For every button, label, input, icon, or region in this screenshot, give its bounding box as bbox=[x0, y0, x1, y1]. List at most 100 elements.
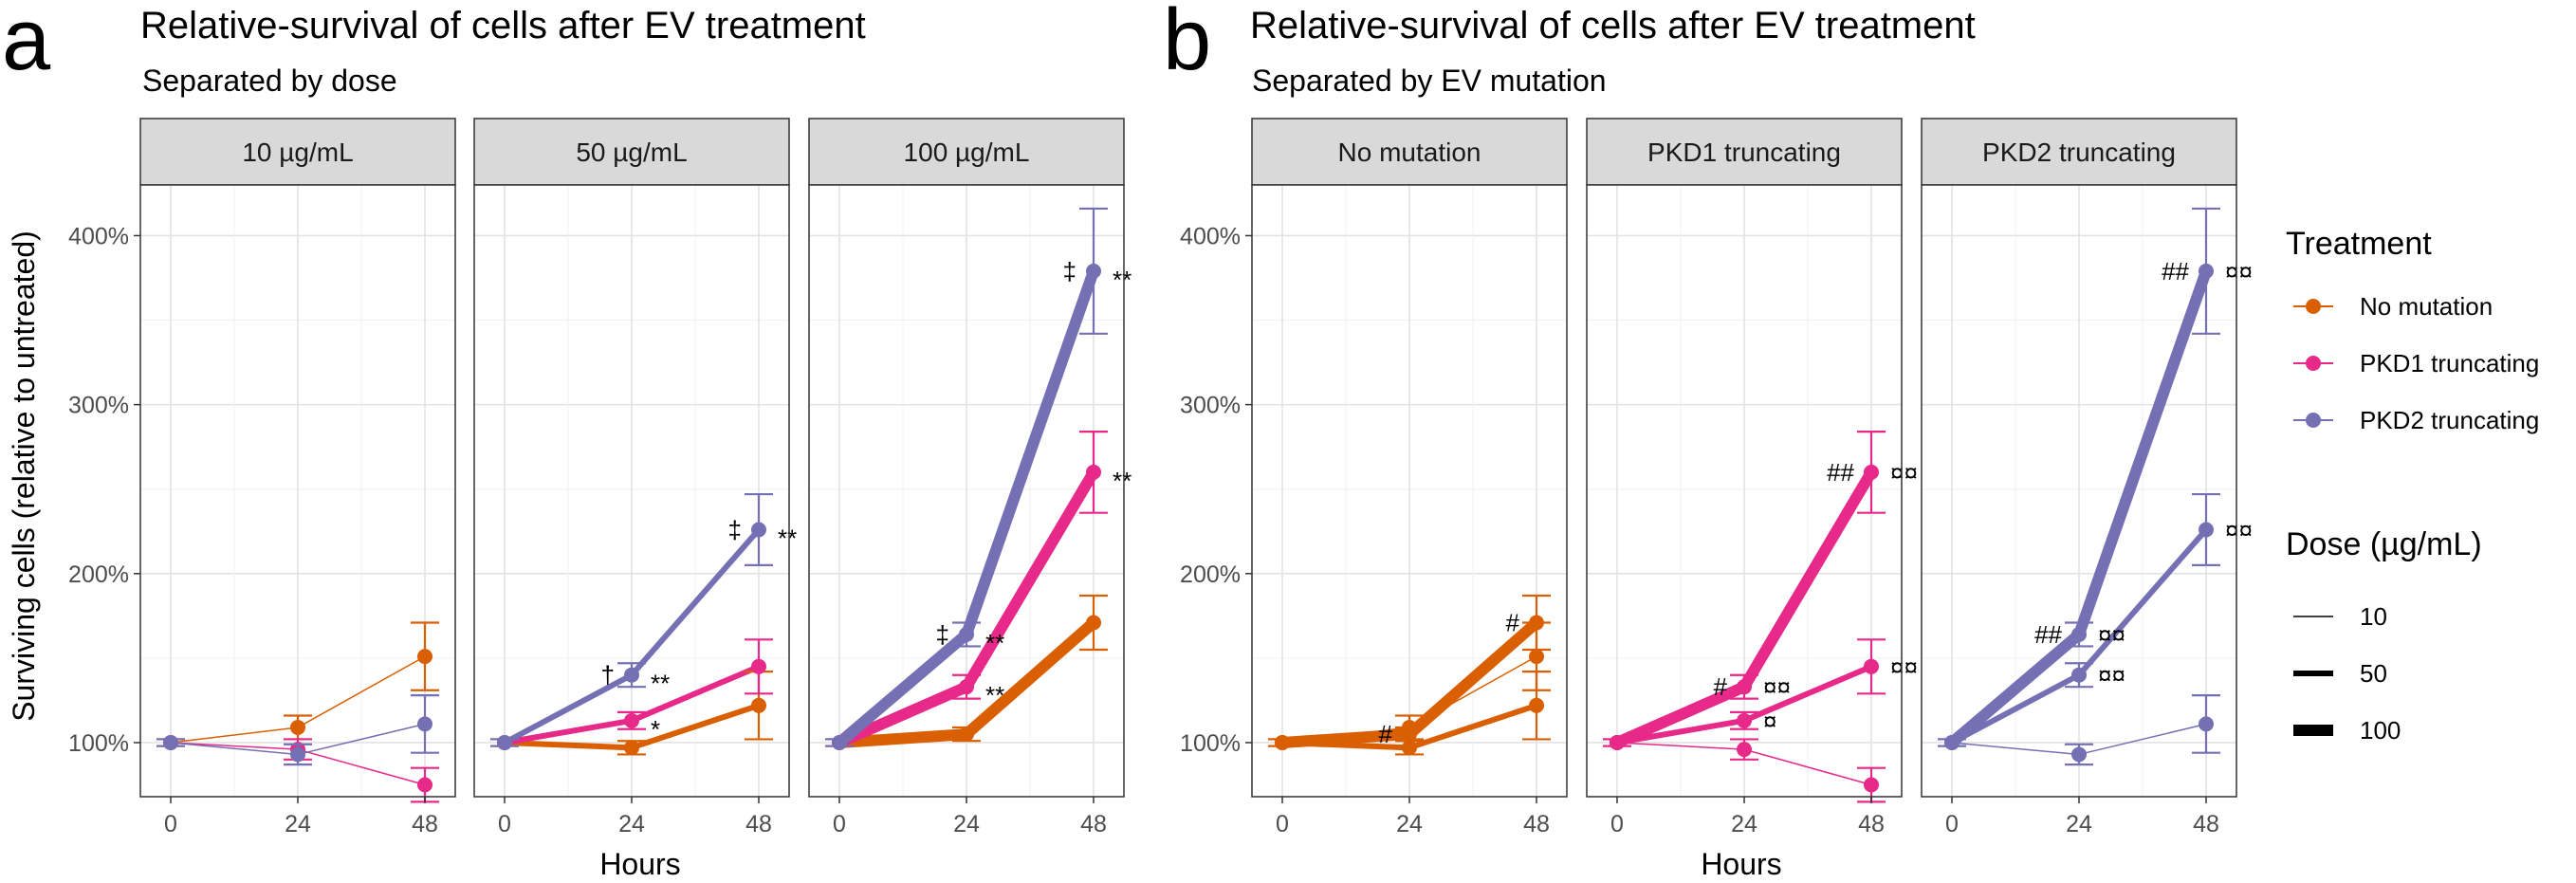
data-point-no-mutation bbox=[1402, 740, 1417, 756]
significance-annotation: # bbox=[1714, 672, 1728, 701]
facet-strip-label: PKD2 truncating bbox=[1982, 138, 2176, 167]
legend-dose-label: 100 bbox=[2360, 716, 2401, 745]
facet-strip bbox=[1251, 118, 1568, 186]
legend-dose-item-100: 100 bbox=[2293, 716, 2401, 745]
significance-annotation: ‡ bbox=[1063, 257, 1076, 285]
data-point-pkd2-truncating bbox=[290, 746, 305, 763]
data-point-pkd2-truncating bbox=[2071, 746, 2087, 763]
data-point-pkd1-truncating bbox=[1864, 658, 1879, 674]
legend-dose-title: Dose (µg/mL) bbox=[2286, 526, 2482, 562]
significance-annotation: ¤¤ bbox=[2098, 620, 2125, 649]
data-point-pkd2-truncating bbox=[751, 522, 766, 538]
facet-strip bbox=[808, 118, 1125, 186]
data-point-no-mutation bbox=[290, 719, 305, 735]
data-point-no-mutation bbox=[959, 727, 974, 743]
significance-annotation: * bbox=[651, 715, 660, 744]
legend-dose-item-10: 10 bbox=[2293, 602, 2387, 631]
x-tick-label: 24 bbox=[953, 811, 980, 837]
significance-annotation: ¤¤ bbox=[2098, 661, 2125, 690]
data-point-pkd1-truncating bbox=[417, 777, 432, 793]
x-tick-label: 48 bbox=[412, 811, 438, 837]
data-point-pkd2-truncating bbox=[2199, 263, 2214, 279]
facet-a-100-g-ml: 100 µg/mL ‡ ** ** ‡ ** ** 0 24 48 bbox=[808, 118, 1132, 837]
data-point-pkd1-truncating bbox=[1737, 742, 1752, 758]
x-tick-label: 24 bbox=[2066, 811, 2092, 837]
significance-annotation: # bbox=[1506, 608, 1520, 636]
data-point-pkd2-truncating bbox=[2071, 667, 2087, 683]
data-point-no-mutation bbox=[1402, 727, 1417, 743]
facet-strip bbox=[139, 118, 456, 186]
x-axis-title-b: Hours bbox=[1701, 847, 1781, 881]
x-tick-label: 48 bbox=[1523, 811, 1550, 837]
facet-strip bbox=[1921, 118, 2237, 186]
y-tick-label: 400% bbox=[1180, 223, 1241, 249]
data-point-pkd1-truncating bbox=[959, 679, 974, 695]
data-point-pkd1-truncating bbox=[1737, 712, 1752, 728]
y-tick-label: 200% bbox=[1180, 561, 1241, 588]
x-tick-label: 48 bbox=[745, 811, 772, 837]
x-tick-label: 48 bbox=[1858, 811, 1885, 837]
significance-annotation: ‡ bbox=[728, 515, 742, 543]
x-tick-label: 0 bbox=[1945, 811, 1959, 837]
legend-dose-label: 50 bbox=[2360, 659, 2387, 688]
data-point-pkd1-truncating bbox=[1737, 679, 1752, 695]
significance-annotation: ‡ bbox=[936, 620, 949, 649]
panel-letter-b: b bbox=[1163, 0, 1211, 88]
title-a: Relative-survival of cells after EV trea… bbox=[140, 5, 866, 46]
x-tick-label: 24 bbox=[285, 811, 311, 837]
legend-item-pkd1-truncating: PKD1 truncating bbox=[2293, 349, 2539, 377]
legend-dose-label: 10 bbox=[2360, 602, 2387, 631]
x-tick-label: 0 bbox=[164, 811, 177, 837]
facet-strip-label: 50 µg/mL bbox=[576, 138, 687, 167]
x-tick-label: 0 bbox=[1610, 811, 1624, 837]
data-point-pkd1-truncating bbox=[1864, 777, 1879, 793]
facet-a-50-g-ml: 50 µg/mL† ***‡ **0 24 48 bbox=[473, 118, 797, 837]
data-point-pkd2-truncating bbox=[2199, 716, 2214, 732]
panel-letter-a: a bbox=[2, 0, 51, 88]
legend-item-label: No mutation bbox=[2360, 292, 2493, 321]
data-point-pkd2-truncating bbox=[2071, 626, 2087, 642]
y-tick-label: 400% bbox=[68, 223, 129, 249]
significance-annotation: ¤¤ bbox=[2225, 257, 2253, 285]
data-point-no-mutation bbox=[1529, 649, 1544, 665]
data-point-no-mutation bbox=[1275, 734, 1290, 750]
x-tick-label: 24 bbox=[618, 811, 645, 837]
legend-key-point bbox=[2306, 299, 2321, 314]
facet-strip-label: PKD1 truncating bbox=[1647, 138, 1841, 167]
facet-strip-label: 10 µg/mL bbox=[242, 138, 353, 167]
facet-b-pkd2-truncating: PKD2 truncating ## ¤¤ ¤¤ ## ¤¤ ¤¤ 0 24 48 bbox=[1921, 118, 2253, 837]
x-tick-label: 24 bbox=[1731, 811, 1757, 837]
data-point-pkd1-truncating bbox=[624, 712, 639, 728]
facet-b-no-mutation: No mutation # #0 24 48 100% 200% 300% 400% bbox=[1180, 118, 1568, 837]
facet-b-pkd1-truncating: PKD1 truncating# ¤¤¤## ¤¤¤¤0 24 48 bbox=[1586, 118, 1918, 837]
legend-item-label: PKD2 truncating bbox=[2360, 406, 2539, 434]
legend-item-pkd2-truncating: PKD2 truncating bbox=[2293, 406, 2539, 434]
significance-annotation: ¤¤ bbox=[1890, 458, 1918, 487]
data-point-pkd2-truncating bbox=[417, 716, 432, 732]
data-point-pkd1-truncating bbox=[1864, 464, 1879, 480]
y-tick-label: 200% bbox=[68, 561, 129, 588]
significance-annotation: ** bbox=[778, 524, 797, 552]
data-point-pkd2-truncating bbox=[624, 667, 639, 683]
subtitle-a: Separated by dose bbox=[142, 64, 397, 98]
data-point-pkd1-truncating bbox=[1610, 734, 1625, 750]
significance-annotation: ** bbox=[1113, 266, 1132, 294]
significance-annotation: ## bbox=[2162, 257, 2189, 285]
x-axis-title-a: Hours bbox=[599, 847, 680, 881]
data-point-no-mutation bbox=[417, 649, 432, 665]
significance-annotation: † bbox=[601, 661, 615, 690]
significance-annotation: ¤¤ bbox=[1890, 653, 1918, 681]
data-point-no-mutation bbox=[624, 740, 639, 756]
subtitle-b: Separated by EV mutation bbox=[1252, 64, 1607, 98]
significance-annotation: ** bbox=[651, 670, 670, 698]
title-b: Relative-survival of cells after EV trea… bbox=[1250, 5, 1976, 46]
legend-dose-items: 10 50 100 bbox=[2293, 602, 2401, 745]
legend-item-no-mutation: No mutation bbox=[2293, 292, 2493, 321]
x-tick-label: 0 bbox=[498, 811, 511, 837]
significance-annotation: ## bbox=[2034, 620, 2062, 649]
facet-strip-label: 100 µg/mL bbox=[904, 138, 1030, 167]
data-point-no-mutation bbox=[1086, 615, 1101, 631]
data-point-pkd2-truncating bbox=[959, 626, 974, 642]
y-tick-label: 100% bbox=[1180, 730, 1241, 757]
